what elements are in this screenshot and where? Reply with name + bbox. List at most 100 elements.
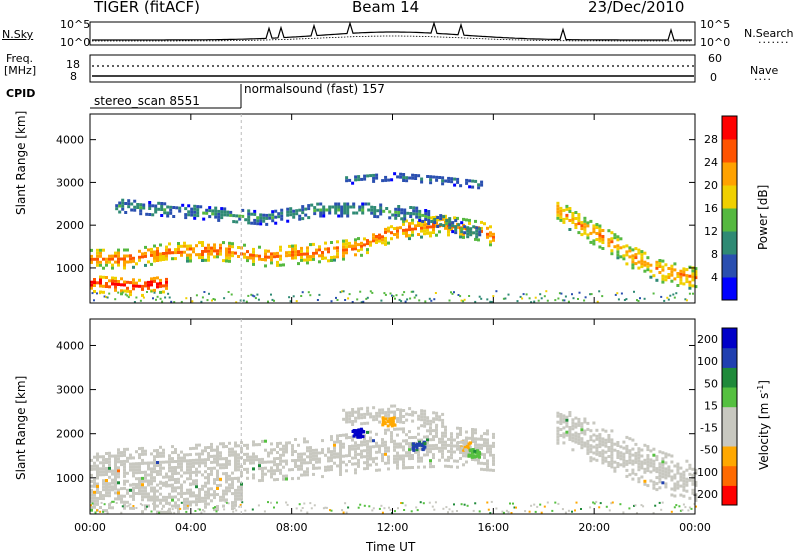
velocity-cell bbox=[339, 473, 342, 476]
velocity-cell bbox=[258, 467, 261, 471]
power-cell bbox=[174, 257, 177, 261]
power-cell bbox=[562, 208, 566, 212]
power-cell bbox=[426, 231, 429, 235]
power-cell bbox=[429, 225, 432, 229]
velocity-cell bbox=[225, 445, 228, 448]
velocity-cell bbox=[556, 435, 560, 439]
velocity-cell bbox=[234, 453, 237, 457]
velocity-cell bbox=[390, 437, 393, 441]
velocity-cell bbox=[369, 430, 372, 434]
velocity-cell bbox=[252, 440, 255, 444]
velocity-cell bbox=[312, 451, 315, 455]
velocity-cell bbox=[652, 453, 656, 457]
velocity-cell bbox=[586, 439, 590, 443]
power-ground-cell bbox=[652, 292, 655, 295]
power-cell bbox=[610, 237, 614, 241]
power-cell bbox=[408, 176, 412, 180]
velocity-cell bbox=[345, 463, 348, 467]
velocity-cell bbox=[694, 492, 698, 496]
velocity-spot-cell bbox=[463, 446, 467, 450]
velocity-cell bbox=[574, 434, 578, 438]
power-cell bbox=[616, 244, 620, 248]
velocity-cell bbox=[303, 470, 306, 474]
velocity-cell bbox=[435, 446, 438, 450]
velocity-cell bbox=[351, 411, 355, 414]
velocity-cell bbox=[408, 448, 411, 452]
velocity-cell bbox=[486, 465, 489, 469]
velocity-cell bbox=[168, 469, 171, 473]
power-cell bbox=[319, 202, 323, 206]
power-band-2 bbox=[115, 198, 482, 239]
velocity-cell bbox=[282, 465, 285, 469]
power-cell bbox=[454, 225, 458, 229]
velocity-cell bbox=[676, 468, 680, 472]
velocity-cell bbox=[216, 457, 219, 461]
velocity-cell bbox=[622, 455, 626, 459]
velocity-cell bbox=[474, 458, 477, 462]
velocity-spot-cell bbox=[467, 454, 471, 458]
velocity-cell bbox=[429, 465, 432, 469]
velocity-cell bbox=[580, 443, 584, 447]
velocity-cell bbox=[195, 482, 198, 486]
velocity-cell bbox=[661, 469, 665, 473]
power-cell bbox=[421, 219, 425, 223]
velocity-cell bbox=[435, 431, 438, 435]
power-cell bbox=[409, 206, 413, 209]
power-cell bbox=[670, 279, 674, 283]
velocity-cell bbox=[297, 458, 300, 462]
power-cell bbox=[352, 211, 356, 215]
velocity-ground-cell bbox=[543, 505, 546, 508]
velocity-spot-cell bbox=[360, 429, 364, 433]
velocity-cell bbox=[234, 503, 237, 507]
power-ground-cell bbox=[371, 291, 374, 294]
velocity-cell bbox=[483, 456, 486, 460]
power-ground-cell bbox=[406, 298, 409, 301]
power-cell bbox=[559, 218, 563, 222]
velocity-cell bbox=[634, 460, 638, 464]
power-colorbar-frame bbox=[721, 115, 738, 301]
velocity-cell bbox=[168, 457, 171, 461]
power-cell bbox=[468, 221, 471, 225]
velocity-cell bbox=[273, 448, 276, 452]
x-tick-label: 04:00 bbox=[175, 521, 207, 534]
velocity-cell bbox=[390, 440, 393, 444]
power-cell bbox=[441, 179, 445, 183]
velocity-spot-cell bbox=[470, 455, 474, 459]
velocity-cell bbox=[162, 498, 165, 502]
velocity-cell bbox=[604, 429, 608, 433]
velocity-cell bbox=[147, 464, 150, 468]
velocity-cell bbox=[658, 471, 662, 475]
power-cell bbox=[667, 267, 671, 270]
velocity-cell bbox=[333, 452, 336, 456]
velocity-ground-cell bbox=[661, 501, 664, 504]
velocity-ground-cell bbox=[127, 504, 130, 507]
velocity-cell bbox=[387, 428, 390, 432]
velocity-cell bbox=[129, 488, 132, 492]
velocity-ground-cell bbox=[678, 505, 681, 508]
velocity-cell bbox=[378, 411, 382, 415]
power-cell bbox=[637, 251, 641, 255]
velocity-cell bbox=[207, 452, 210, 455]
velocity-cell bbox=[574, 437, 578, 441]
power-cell bbox=[252, 253, 255, 257]
velocity-ground-cell bbox=[510, 512, 513, 514]
power-cell bbox=[115, 204, 119, 208]
velocity-cell bbox=[150, 473, 153, 477]
velocity-cell bbox=[357, 452, 360, 456]
velocity-cell bbox=[423, 424, 427, 428]
velocity-cell bbox=[670, 460, 674, 464]
velocity-y-tick-label: 4000 bbox=[56, 339, 84, 352]
velocity-cell bbox=[102, 473, 105, 477]
velocity-ground-cell bbox=[472, 509, 475, 512]
power-ground-cell bbox=[480, 297, 483, 300]
velocity-spot-cell bbox=[411, 447, 415, 451]
velocity-cell bbox=[679, 484, 683, 488]
power-cell bbox=[414, 224, 417, 228]
velocity-spot-cell bbox=[386, 419, 390, 423]
velocity-cell bbox=[240, 441, 243, 445]
velocity-cell bbox=[234, 456, 237, 460]
velocity-cell bbox=[156, 510, 159, 514]
power-cell bbox=[210, 252, 213, 256]
velocity-ground-cell bbox=[309, 502, 312, 505]
velocity-cell bbox=[120, 494, 123, 498]
